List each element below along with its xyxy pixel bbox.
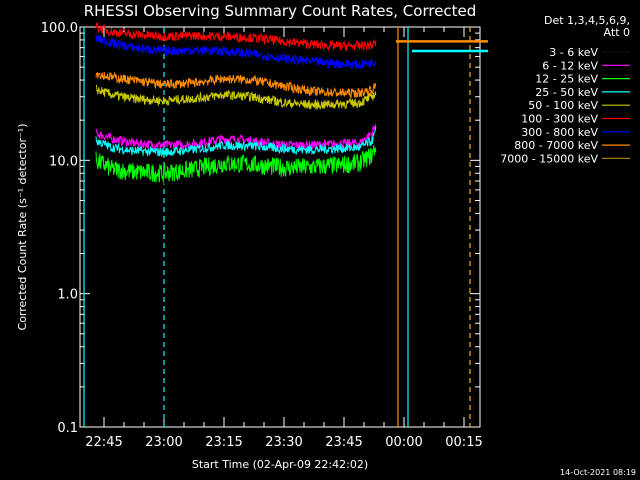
legend-label: 25 - 50 keV (535, 86, 598, 99)
x-axis: 22:45 23:00 23:15 23:30 23:45 00:00 00:15 (85, 27, 483, 450)
x-tick-label: 23:30 (265, 435, 302, 450)
plot-area (79, 26, 481, 428)
vertical-markers (83, 27, 471, 427)
x-axis-label: Start Time (02-Apr-09 22:42:02) (192, 458, 368, 471)
legend-header-line-2: Att 0 (604, 26, 630, 39)
series-line (95, 142, 377, 199)
series-line (95, 22, 377, 52)
legend-header-line-1: Det 1,3,4,5,6,9, (544, 14, 630, 27)
series-line (95, 126, 377, 157)
legend-label: 800 - 7000 keV (514, 139, 598, 152)
legend-label: 300 - 800 keV (521, 126, 598, 139)
y-tick-label: 1.0 (57, 288, 78, 303)
y-axis: 100.0 10.0 1.0 0.1 (41, 21, 480, 436)
x-tick-label: 23:00 (145, 435, 182, 450)
x-tick-label: 23:45 (325, 435, 362, 450)
legend-label: 12 - 25 keV (535, 73, 598, 86)
series-line (96, 85, 377, 110)
x-tick-label: 22:45 (85, 435, 122, 450)
plot-frame (79, 26, 481, 428)
x-tick-label: 23:15 (205, 435, 242, 450)
legend-label: 7000 - 15000 keV (500, 152, 598, 165)
legend-label: 100 - 300 keV (521, 113, 598, 126)
series-line (95, 145, 377, 183)
legend-label: 3 - 6 keV (549, 46, 598, 59)
series-line (95, 34, 377, 70)
y-axis-label: Corrected Count Rate (s⁻¹ detector⁻¹) (16, 124, 29, 331)
date-stamp: 14-Oct-2021 08:19 (560, 468, 636, 477)
legend-label: 50 - 100 keV (528, 99, 598, 112)
x-tick-label: 00:00 (385, 435, 422, 450)
legend-label: 6 - 12 keV (542, 59, 598, 72)
y-tick-label: 10.0 (49, 154, 78, 169)
series-group (95, 22, 488, 199)
series-line (95, 71, 377, 99)
y-tick-label: 100.0 (41, 21, 78, 36)
chart-title: RHESSI Observing Summary Count Rates, Co… (84, 2, 477, 20)
x-tick-label: 00:15 (445, 435, 482, 450)
y-tick-label: 0.1 (57, 421, 78, 436)
